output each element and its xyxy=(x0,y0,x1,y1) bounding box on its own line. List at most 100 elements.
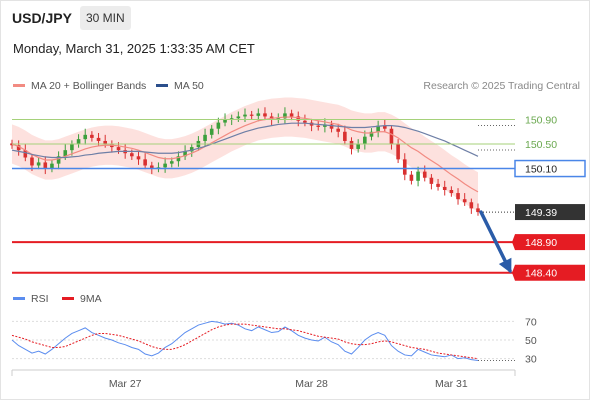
chart-credit: Research © 2025 Trading Central xyxy=(423,80,580,92)
currency-pair-title: USD/JPY xyxy=(12,10,72,26)
rsi-tick-label: 30 xyxy=(525,354,537,366)
legend-ma20-label: MA 20 + Bollinger Bands xyxy=(31,80,147,92)
candle xyxy=(476,208,480,213)
candle xyxy=(30,157,34,166)
legend-ma20: MA 20 + Bollinger Bands xyxy=(13,80,146,92)
candle xyxy=(63,150,68,157)
level-label-149.39: 149.39 xyxy=(525,207,557,219)
candle xyxy=(90,134,94,138)
level-label-148.40: 148.40 xyxy=(525,268,557,280)
legend-rsi-ma-label: 9MA xyxy=(80,293,102,305)
candle xyxy=(183,151,187,157)
candle xyxy=(329,124,334,129)
level-tag-148.40 xyxy=(515,264,585,281)
candle xyxy=(263,113,267,117)
candle xyxy=(243,114,247,117)
rsi-ma-swatch-icon xyxy=(62,296,74,300)
candle xyxy=(136,156,141,160)
candle xyxy=(236,116,241,119)
rsi-line xyxy=(11,320,479,362)
legend-ma50-label: MA 50 xyxy=(174,80,204,92)
level-label-148.90: 148.90 xyxy=(525,237,557,249)
candle xyxy=(96,137,101,141)
candle xyxy=(456,193,460,200)
candle xyxy=(296,116,301,121)
bollinger-band xyxy=(12,97,478,212)
candle xyxy=(203,134,207,141)
timeframe-badge[interactable]: 30 MIN xyxy=(80,6,131,30)
level-tag-149.39 xyxy=(515,204,585,221)
candle xyxy=(249,114,254,116)
level-label-150.90: 150.90 xyxy=(525,115,557,127)
candle xyxy=(323,124,327,127)
level-label-150.50: 150.50 xyxy=(525,139,557,151)
level-tag-148.90 xyxy=(515,234,585,251)
candle xyxy=(103,140,108,145)
candle xyxy=(143,159,147,166)
ma50-swatch-icon xyxy=(156,83,168,87)
candle xyxy=(462,199,467,203)
ma50-line xyxy=(11,122,479,159)
candle xyxy=(449,190,454,194)
candle xyxy=(396,144,400,160)
ma20-swatch-icon xyxy=(13,83,25,87)
x-tick-label: Mar 27 xyxy=(109,378,142,390)
candle xyxy=(56,156,61,164)
candle xyxy=(283,113,287,119)
candle xyxy=(442,186,447,190)
legend-rsi-label: RSI xyxy=(31,293,49,305)
candle xyxy=(409,174,414,181)
rsi-tick-label: 50 xyxy=(525,335,537,347)
candle xyxy=(343,131,347,141)
ma20-line xyxy=(11,116,479,193)
candle xyxy=(216,122,221,129)
candle xyxy=(189,147,194,152)
x-tick-label: Mar 31 xyxy=(435,378,468,390)
candle xyxy=(83,134,88,140)
levels-layer: 150.90 150.50 150.10 149.39 148.90 148.40 xyxy=(12,115,586,281)
candle xyxy=(276,118,281,120)
candle xyxy=(402,159,407,175)
rsi-swatch-icon xyxy=(13,296,25,300)
legend-ma50: MA 50 xyxy=(156,80,204,92)
level-label-150.10: 150.10 xyxy=(525,164,557,176)
candle xyxy=(149,165,154,169)
candle xyxy=(169,161,174,164)
candle xyxy=(43,162,48,169)
candle xyxy=(176,156,181,162)
candle xyxy=(130,153,134,157)
candle xyxy=(50,163,54,169)
candle xyxy=(363,136,367,145)
candle xyxy=(303,120,307,123)
candle xyxy=(336,128,341,132)
forecast-arrow-head-icon xyxy=(498,257,512,274)
candle xyxy=(422,171,427,178)
rsi-tick-label: 70 xyxy=(525,316,537,328)
candle xyxy=(436,183,440,187)
candle xyxy=(376,125,380,132)
chart-header: USD/JPY 30 MIN xyxy=(0,0,590,38)
rsi-panel: 70 50 30 xyxy=(11,316,537,366)
candle xyxy=(416,171,420,181)
legend-rsi: RSI xyxy=(13,293,49,305)
candle xyxy=(23,150,28,158)
level-tag-arrow xyxy=(512,234,515,251)
candle xyxy=(116,147,121,151)
candle xyxy=(36,162,41,166)
level-tag-arrow xyxy=(512,264,515,281)
x-axis: Mar 27 Mar 28 Mar 31 xyxy=(11,369,516,390)
level-tag-150.10 xyxy=(514,159,586,178)
candle xyxy=(349,140,354,149)
price-panel xyxy=(10,97,480,216)
candle xyxy=(389,128,394,145)
candle xyxy=(469,202,474,209)
candle xyxy=(289,113,294,117)
candle xyxy=(256,113,261,116)
legend-rsi-ma: 9MA xyxy=(62,293,102,305)
candle xyxy=(163,163,167,168)
timestamp-label: Monday, March 31, 2025 1:33:35 AM CET xyxy=(13,41,255,56)
x-tick-label: Mar 28 xyxy=(295,378,328,390)
candle xyxy=(316,125,321,127)
candle xyxy=(356,144,360,149)
